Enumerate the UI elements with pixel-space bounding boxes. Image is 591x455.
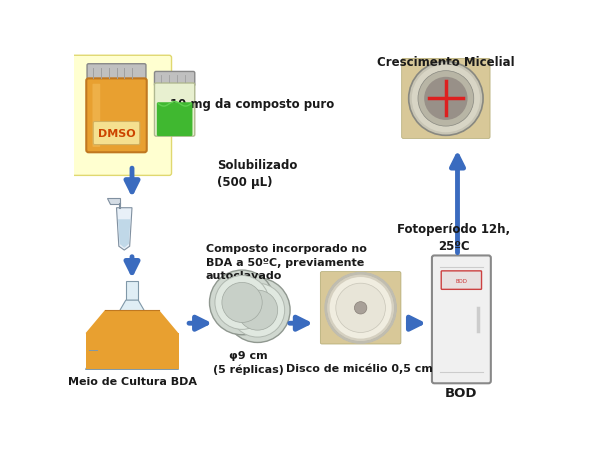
Text: φ9 cm
(5 réplicas): φ9 cm (5 réplicas) xyxy=(213,350,284,374)
Polygon shape xyxy=(126,281,138,300)
Text: Meio de Cultura BDA: Meio de Cultura BDA xyxy=(67,376,196,386)
Polygon shape xyxy=(118,220,131,248)
Text: Solubilizado
(500 μL): Solubilizado (500 μL) xyxy=(217,159,298,189)
Polygon shape xyxy=(86,334,178,369)
Circle shape xyxy=(225,278,290,343)
Text: Crescimento Micelial: Crescimento Micelial xyxy=(377,56,515,69)
Text: Disco de micélio 0,5 cm: Disco de micélio 0,5 cm xyxy=(285,363,433,373)
Circle shape xyxy=(408,62,483,136)
Text: Fotoperíodo 12h,
25ºC: Fotoperíodo 12h, 25ºC xyxy=(397,222,510,253)
FancyBboxPatch shape xyxy=(320,272,401,344)
Text: 10 mg da composto puro: 10 mg da composto puro xyxy=(170,98,335,111)
FancyBboxPatch shape xyxy=(87,65,146,83)
Circle shape xyxy=(330,278,392,339)
Circle shape xyxy=(238,290,278,330)
Text: DMSO: DMSO xyxy=(98,129,135,139)
Circle shape xyxy=(209,270,275,335)
Circle shape xyxy=(412,66,480,133)
Polygon shape xyxy=(86,300,178,369)
Polygon shape xyxy=(116,208,132,251)
Circle shape xyxy=(336,283,385,333)
Circle shape xyxy=(424,78,467,121)
Circle shape xyxy=(355,302,367,314)
FancyBboxPatch shape xyxy=(154,84,195,137)
Circle shape xyxy=(215,276,269,330)
Circle shape xyxy=(326,273,395,343)
FancyBboxPatch shape xyxy=(66,56,171,176)
Text: BOD: BOD xyxy=(456,278,467,283)
Circle shape xyxy=(418,71,474,127)
Circle shape xyxy=(230,283,285,337)
FancyBboxPatch shape xyxy=(157,103,193,137)
FancyBboxPatch shape xyxy=(93,122,139,145)
FancyBboxPatch shape xyxy=(432,256,491,384)
FancyBboxPatch shape xyxy=(402,59,490,139)
FancyBboxPatch shape xyxy=(154,72,195,87)
FancyBboxPatch shape xyxy=(92,85,100,147)
FancyBboxPatch shape xyxy=(441,271,482,290)
Circle shape xyxy=(222,283,262,323)
FancyBboxPatch shape xyxy=(86,79,147,153)
Polygon shape xyxy=(107,198,121,204)
Polygon shape xyxy=(86,310,178,334)
Text: BOD: BOD xyxy=(445,386,478,399)
Text: Composto incorporado no
BDA a 50ºC, previamente
autoclavado: Composto incorporado no BDA a 50ºC, prev… xyxy=(206,244,366,280)
